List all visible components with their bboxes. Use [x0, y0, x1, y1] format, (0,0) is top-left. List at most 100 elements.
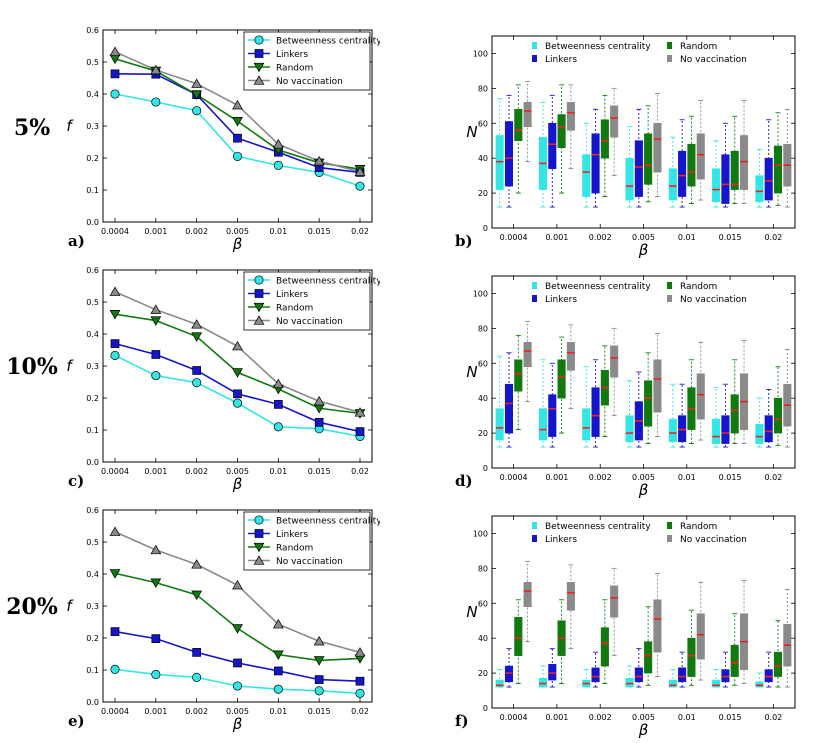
box: [653, 333, 662, 438]
data-point: [232, 151, 243, 161]
legend-swatch: [667, 535, 672, 542]
legend: Betweenness centrality Linkers Random No va…: [532, 282, 747, 305]
legend-label: Betweenness centrality: [545, 282, 651, 292]
box-body: [696, 133, 705, 180]
legend-label: No vaccination: [680, 55, 747, 65]
data-point: [192, 366, 202, 375]
y-tick-label: 20: [478, 429, 488, 438]
box-body: [712, 679, 721, 688]
row-label-20pct: 20%: [6, 594, 58, 620]
data-point: [109, 286, 121, 296]
box-body: [548, 394, 557, 437]
box: [730, 613, 739, 686]
box-body: [712, 168, 721, 203]
x-tick-label: 0.02: [764, 233, 782, 242]
legend-label: Betweenness centrality: [545, 42, 651, 52]
box-body: [538, 678, 548, 688]
legend-marker: [254, 529, 264, 538]
x-tick-label: 0.02: [764, 713, 782, 722]
x-tick-label: 0.0004: [500, 233, 528, 242]
y-axis-label: N: [466, 363, 477, 381]
y-tick-label: 0.1: [86, 186, 99, 195]
box-body: [495, 135, 504, 190]
box-body: [687, 637, 696, 677]
box-body: [582, 154, 591, 197]
box: [634, 648, 643, 688]
legend-label: Random: [680, 282, 717, 292]
x-tick-label: 0.01: [269, 707, 287, 716]
box-body: [634, 140, 643, 197]
data-point: [110, 89, 120, 99]
y-tick-label: 0.0: [86, 218, 99, 227]
data-point: [192, 672, 202, 682]
box: [582, 122, 591, 208]
x-tick-label: 0.015: [719, 713, 742, 722]
box-body: [625, 415, 634, 443]
data-point: [313, 155, 325, 166]
box: [678, 651, 687, 688]
x-tick-label: 0.015: [719, 473, 742, 482]
box: [514, 84, 523, 194]
box: [523, 560, 532, 643]
legend: Betweenness centrality Linkers Random No va…: [243, 511, 382, 571]
box: [610, 327, 619, 417]
legend-box: [243, 511, 371, 571]
y-axis-ticks: 0.0 0.1 0.2 0.3 0.4 0.5 0.6: [86, 266, 372, 467]
box: [514, 334, 523, 431]
box: [582, 669, 591, 688]
y-tick-label: 40: [478, 634, 488, 643]
data-point: [232, 368, 243, 378]
legend-marker: [253, 555, 265, 565]
boxes-group: [495, 320, 792, 448]
panel-b-box-plot: 0 20 40 60 80 100 0.0004 0.001 0.002 0.005 0.01 0.0…: [460, 26, 805, 259]
box: [610, 567, 619, 657]
box: [504, 94, 514, 208]
y-tick-label: 0.3: [86, 602, 99, 611]
x-tick-label: 0.001: [545, 713, 568, 722]
x-tick-label: 0.005: [632, 713, 655, 722]
box-body: [678, 150, 687, 197]
legend-marker: [254, 49, 264, 58]
data-point: [232, 681, 243, 691]
data-point: [355, 688, 365, 698]
data-point: [192, 378, 202, 388]
box: [566, 324, 575, 410]
y-tick-label: 0: [483, 464, 488, 473]
x-axis-ticks: 0.0004 0.001 0.002 0.005 0.01 0.015 0.02: [500, 276, 782, 482]
x-axis-ticks: 0.0004 0.001 0.002 0.005 0.01 0.015 0.02: [500, 36, 782, 242]
x-axis-label: β: [638, 481, 649, 498]
x-tick-label: 0.0004: [500, 713, 528, 722]
box: [625, 126, 634, 208]
data-point: [355, 676, 365, 686]
box-body: [504, 665, 514, 683]
box-body: [755, 175, 764, 203]
box-body: [730, 150, 739, 190]
x-tick-label: 0.002: [185, 707, 208, 716]
legend: Betweenness centrality Linkers Random No va…: [243, 31, 382, 91]
box-body: [644, 133, 653, 185]
data-point: [150, 316, 162, 326]
y-tick-label: 0.2: [86, 394, 99, 403]
box: [783, 108, 792, 208]
data-point: [191, 90, 203, 100]
box-body: [566, 582, 575, 611]
box: [764, 651, 773, 688]
legend-swatch: [532, 42, 537, 49]
legend-label: No vaccination: [276, 557, 343, 567]
x-axis-ticks: 0.0004 0.001 0.002 0.005 0.01 0.015 0.02: [101, 270, 369, 476]
box: [653, 93, 662, 198]
x-axis-label: β: [232, 475, 243, 492]
box: [668, 136, 677, 208]
box-body: [721, 415, 730, 444]
box: [678, 119, 687, 208]
legend-label: No vaccination: [680, 535, 747, 545]
box: [644, 352, 653, 445]
y-tick-label: 0.0: [86, 698, 99, 707]
data-point: [272, 378, 284, 389]
box-body: [678, 415, 687, 443]
x-tick-label: 0.005: [226, 707, 249, 716]
x-tick-label: 0.01: [269, 227, 287, 236]
x-tick-label: 0.001: [545, 473, 568, 482]
box: [644, 606, 653, 686]
legend-marker: [253, 62, 265, 73]
